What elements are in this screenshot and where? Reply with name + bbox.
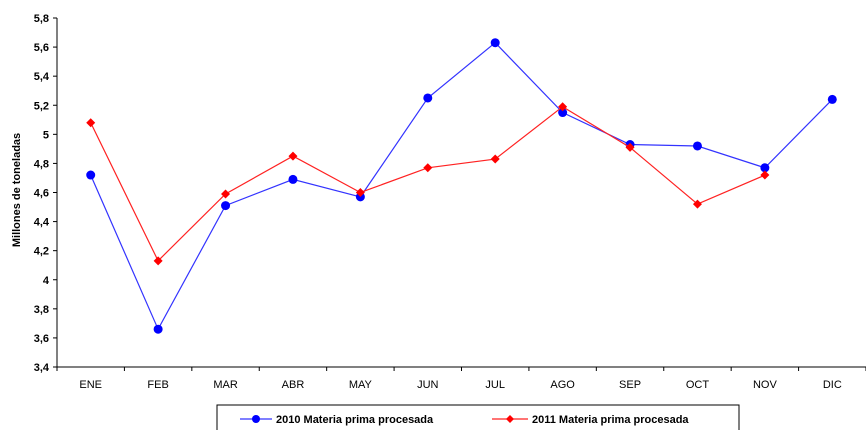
data-point	[355, 188, 365, 197]
data-point	[153, 324, 163, 334]
y-tick-label: 3,8	[34, 304, 49, 316]
legend-marker-2010	[252, 415, 260, 423]
data-point	[86, 118, 96, 128]
data-point	[558, 102, 568, 112]
data-point	[423, 93, 433, 103]
y-axis-label: Millones de toneladas	[11, 133, 23, 247]
series-2	[86, 102, 770, 266]
y-ticks: 3,4 3,6 3,8 4 4,2 4,4 4,6 4,8 5 5,2 5,4 5,6 5,8	[34, 13, 57, 374]
x-tick-label: NOV	[753, 379, 778, 391]
series-1	[86, 38, 837, 334]
data-point	[423, 163, 433, 173]
y-tick-label: 5	[43, 129, 49, 141]
data-point	[490, 38, 500, 48]
y-tick-label: 5,8	[34, 13, 49, 25]
y-tick-label: 5,6	[34, 42, 49, 54]
data-point	[760, 170, 770, 180]
data-point	[153, 256, 163, 266]
series-line-2	[90, 105, 766, 262]
legend-label-2010: 2010 Materia prima procesada	[276, 414, 434, 426]
data-point	[760, 163, 770, 173]
legend-marker-2011	[506, 415, 514, 423]
series-line-1	[90, 41, 833, 331]
x-tick-label: AGO	[550, 379, 575, 391]
data-point	[692, 141, 702, 151]
data-point	[692, 199, 702, 209]
y-tick-label: 4,2	[34, 246, 49, 258]
y-tick-label: 5,4	[34, 71, 50, 83]
data-point	[221, 201, 231, 211]
data-point	[558, 108, 568, 118]
legend-box	[216, 404, 740, 430]
x-tick-label: MAY	[349, 379, 373, 391]
y-tick-label: 4	[43, 275, 50, 287]
x-tick-label: FEB	[147, 379, 168, 391]
x-tick-label: ENE	[79, 379, 102, 391]
y-tick-label: 4,8	[34, 158, 49, 170]
y-tick-label: 4,4	[34, 217, 50, 229]
x-tick-label: MAR	[213, 379, 238, 391]
data-point	[221, 189, 231, 199]
legend-label-2011: 2011 Materia prima procesada	[532, 414, 689, 426]
data-point	[827, 94, 837, 104]
data-point	[288, 151, 298, 161]
y-tick-label: 4,6	[34, 188, 49, 200]
x-tick-label: SEP	[619, 379, 641, 391]
x-tick-label: DIC	[823, 379, 842, 391]
x-tick-label: OCT	[686, 379, 710, 391]
y-tick-label: 3,4	[34, 362, 50, 374]
x-tick-label: ABR	[282, 379, 305, 391]
data-point	[490, 154, 500, 164]
x-tick-label: JUL	[485, 379, 505, 391]
y-tick-label: 5,2	[34, 100, 49, 112]
data-point	[625, 142, 635, 152]
data-point	[86, 170, 96, 180]
data-point	[288, 174, 298, 184]
legend: 2010 Materia prima procesada 2011 Materi…	[216, 404, 740, 430]
y-tick-label: 3,6	[34, 333, 49, 345]
x-ticks: ENE FEB MAR ABR MAY JUN JUL AGO SEP OCT NOV DIC	[56, 367, 866, 391]
x-tick-label: JUN	[417, 379, 438, 391]
series-layer	[86, 38, 837, 334]
